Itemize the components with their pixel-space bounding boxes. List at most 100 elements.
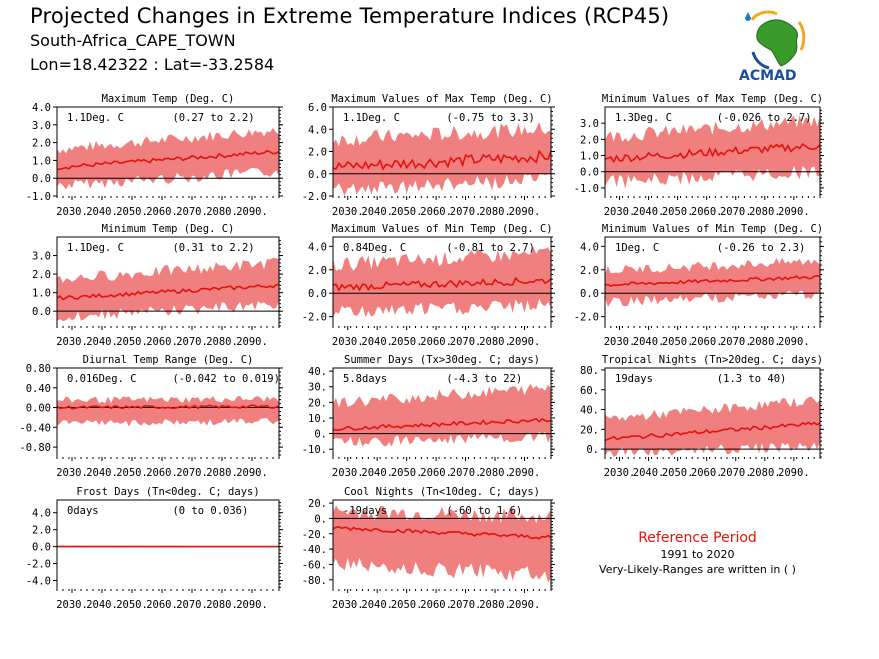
chart-panel: 4.03.02.01.00.0-1.02030.2040.2050.2060.2… (26, 93, 283, 218)
chart-panel: 4.02.00.0-2.02030.2040.2050.2060.2070.20… (302, 223, 555, 348)
range-label: (-60 to 1.6) (446, 505, 522, 517)
panel-title: Cool Nights (Tn<10deg. C; days) (344, 486, 540, 498)
median-change-line (332, 417, 552, 432)
x-tick-label: 2080. (479, 599, 511, 611)
median-change-line (332, 149, 552, 171)
x-tick-label: 2070. (720, 467, 752, 479)
plot-frame (332, 499, 552, 589)
coordinates-label: Lon=18.42322 : Lat=-33.2584 (30, 55, 275, 74)
x-tick-label: 2060. (146, 206, 178, 218)
chart-panel: 20. 0. -20. -40. -60. -80. 2030.2040.2050.2060… (302, 486, 555, 611)
y-tick-label: 4.0 (308, 124, 327, 136)
y-tick-label: -1.0 (26, 191, 51, 203)
y-tick-label: -80. (302, 575, 327, 587)
range-label: (-0.26 to 2.3) (717, 242, 806, 254)
plot-frame (332, 236, 552, 326)
x-tick-label: 2030. (604, 336, 636, 348)
panel-title: Minimum Values of Max Temp (Deg. C) (602, 93, 823, 105)
change-value-label: 19days (615, 373, 653, 385)
x-tick-label: 2070. (450, 467, 482, 479)
range-label: (-0.042 to 0.019) (172, 373, 279, 385)
y-tick-label: 0.0 (32, 306, 51, 318)
x-tick-label: 2070. (450, 336, 482, 348)
x-tick-label: 2050. (662, 336, 694, 348)
y-tick-label: 0.0 (308, 288, 327, 300)
change-value-label: 0.84Deg. C (343, 242, 406, 254)
y-tick-label: 1.0 (32, 288, 51, 300)
median-change-line (56, 404, 280, 410)
y-tick-label: -40. (302, 544, 327, 556)
x-tick-label: 2050. (116, 206, 148, 218)
header: Projected Changes in Extreme Temperature… (0, 0, 879, 90)
y-tick-label: 3.0 (32, 120, 51, 132)
median-change-line (604, 274, 821, 287)
y-tick-label: 2.0 (580, 265, 599, 277)
x-tick-label: 2050. (116, 336, 148, 348)
x-tick-label: 2060. (691, 336, 723, 348)
plot-frame (56, 499, 280, 589)
x-tick-label: 2070. (450, 206, 482, 218)
x-tick-label: 2030. (56, 467, 88, 479)
y-tick-label: 10. (308, 413, 327, 425)
x-tick-label: 2040. (633, 336, 665, 348)
panel-title: Minimum Values of Min Temp (Deg. C) (602, 223, 823, 235)
y-tick-label: 2.0 (32, 269, 51, 281)
x-tick-label: 2050. (391, 467, 423, 479)
chart-panel: 3.0 2.0 1.0 0.0 -1.0 2030.2040.2050.2060.2070… (574, 93, 824, 218)
chart-panel: 0.80 0.40 0.00 -0.40 -0.80 2030.2040.2050.206… (19, 354, 283, 479)
x-tick-label: 2030. (604, 467, 636, 479)
x-tick-label: 2080. (479, 206, 511, 218)
plot-frame (332, 367, 552, 457)
y-tick-label: 20. (308, 397, 327, 409)
change-value-label: 0days (67, 505, 99, 517)
y-tick-label: -20. (302, 529, 327, 541)
x-tick-label: 2030. (332, 599, 364, 611)
x-tick-label: 2080. (479, 336, 511, 348)
y-tick-label: 0.0 (32, 173, 51, 185)
chart-panel: 6.0 4.0 2.0 0.0 -2.0 2030.2040.2050.2060.2070… (302, 93, 555, 218)
y-tick-label: 0. (586, 444, 599, 456)
page-title: Projected Changes in Extreme Temperature… (30, 4, 670, 28)
range-label: (-4.3 to 22) (446, 373, 522, 385)
y-tick-label: 3.0 (32, 251, 51, 263)
y-tick-label: -2.0 (302, 191, 327, 203)
x-tick-label: 2030. (56, 599, 88, 611)
logo-text: ACMAD (739, 68, 797, 84)
median-change-line (332, 276, 552, 292)
africa-map-logo-icon (745, 10, 806, 70)
y-tick-label: -4.0 (26, 576, 51, 588)
very-likely-range-band (333, 246, 551, 318)
range-label: (0 to 0.036) (172, 505, 248, 517)
x-tick-label: 2060. (420, 336, 452, 348)
y-tick-label: -0.40 (19, 422, 51, 434)
very-likely-range-band (605, 115, 820, 189)
reference-note: Very-Likely-Ranges are written in ( ) (599, 563, 796, 576)
y-tick-label: 20. (580, 424, 599, 436)
y-tick-label: -0.80 (19, 442, 51, 454)
y-tick-label: 4.0 (32, 102, 51, 114)
x-tick-label: 2060. (146, 336, 178, 348)
panel-title: Minimum Temp (Deg. C) (102, 223, 235, 235)
x-tick-label: 2090. (236, 599, 268, 611)
y-tick-label: 2.0 (580, 134, 599, 146)
y-tick-label: 2.0 (308, 265, 327, 277)
x-tick-label: 2060. (420, 467, 452, 479)
panel-title: Maximum Values of Min Temp (Deg. C) (331, 223, 552, 235)
y-tick-label: 0.0 (580, 288, 599, 300)
x-tick-label: 2080. (206, 467, 238, 479)
x-tick-label: 2040. (86, 467, 118, 479)
acmad-logo: ACMAD (739, 10, 806, 84)
x-tick-label: 2080. (749, 336, 781, 348)
median-change-line (604, 421, 821, 442)
y-tick-label: 40. (308, 366, 327, 378)
y-tick-label: 3.0 (580, 118, 599, 130)
median-change-line (604, 142, 821, 164)
x-tick-label: 2030. (56, 206, 88, 218)
x-tick-label: 2050. (662, 206, 694, 218)
change-value-label: 1.1Deg. C (67, 242, 124, 254)
range-label: (1.3 to 40) (717, 373, 787, 385)
x-tick-label: 2050. (391, 206, 423, 218)
panel-title: Maximum Values of Max Temp (Deg. C) (331, 93, 552, 105)
reference-block: Reference Period 1991 to 2020 Very-Likel… (590, 530, 805, 576)
